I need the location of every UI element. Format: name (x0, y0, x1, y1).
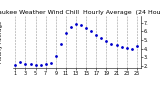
Title: Milwaukee Weather Wind Chill  Hourly Average  (24 Hours): Milwaukee Weather Wind Chill Hourly Aver… (0, 10, 160, 15)
Text: Hourly Average: Hourly Average (0, 21, 3, 63)
